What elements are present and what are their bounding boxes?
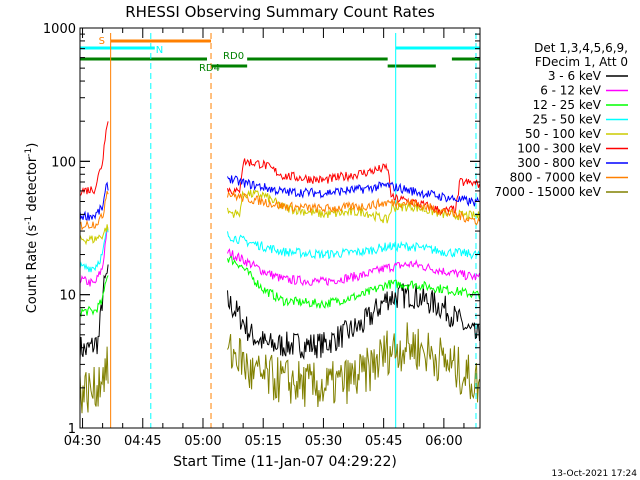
- x-axis: 04:30 04:45 05:00 05:15 05:30 05:45 06:00: [64, 28, 465, 449]
- legend-label-6-12-kev: 6 - 12 keV: [540, 84, 602, 98]
- x-tick-label: 05:00: [184, 434, 221, 449]
- legend-label-25-50-kev: 25 - 50 keV: [533, 113, 602, 127]
- state-label-s: S: [99, 36, 105, 47]
- series-line-300-800-kev: [79, 175, 480, 222]
- series-line-7000-15000-kev: [79, 322, 480, 414]
- y-tick-label: 1000: [43, 22, 76, 37]
- y-axis: 1 10 100 1000: [43, 22, 480, 437]
- footer-date: 13-Oct-2021 17:24: [552, 469, 638, 479]
- legend-label-300-800-kev: 300 - 800 keV: [517, 156, 601, 170]
- x-tick-label: 05:45: [365, 434, 402, 449]
- y-axis-label-sup1: -1: [24, 216, 34, 225]
- plot-frame: [79, 27, 481, 429]
- legend-label-50-100-kev: 50 - 100 keV: [525, 127, 602, 141]
- state-label-n: N: [156, 45, 163, 56]
- legend-label-3-6-kev: 3 - 6 keV: [548, 69, 602, 83]
- y-axis-label-sup2: -1: [24, 148, 34, 157]
- series-line-12-25-kev: [79, 256, 480, 318]
- y-axis-label-end: ): [25, 143, 40, 148]
- legend: Det 1,3,4,5,6,9, FDecim 1, Att 0 3 - 6 k…: [494, 41, 628, 199]
- legend-label-800-7000-kev: 800 - 7000 keV: [510, 171, 602, 185]
- x-tick-label: 04:45: [124, 434, 161, 449]
- series-group: [79, 121, 480, 414]
- series-line-25-50-kev: [79, 227, 480, 273]
- y-axis-label-mid: detector: [25, 156, 40, 216]
- legend-header-2: FDecim 1, Att 0: [535, 55, 628, 69]
- y-axis-label-base: Count Rate (s: [25, 225, 40, 314]
- legend-label-100-300-kev: 100 - 300 keV: [517, 142, 601, 156]
- y-axis-label: Count Rate (s-1 detector-1): [24, 143, 40, 314]
- series-line-3-6-kev: [79, 264, 480, 362]
- y-tick-label: 1: [68, 422, 76, 437]
- series-line-800-7000-kev: [79, 190, 480, 231]
- x-tick-label: 06:00: [425, 434, 462, 449]
- x-axis-label: Start Time (11-Jan-07 04:29:22): [173, 454, 397, 470]
- y-tick-label: 100: [51, 155, 76, 170]
- state-label-rd4: RD4: [199, 63, 220, 74]
- chart-title: RHESSI Observing Summary Count Rates: [125, 3, 435, 21]
- x-tick-label: 05:15: [244, 434, 281, 449]
- legend-label-7000-15000-kev: 7000 - 15000 keV: [494, 185, 601, 199]
- legend-header-1: Det 1,3,4,5,6,9,: [534, 41, 628, 55]
- x-tick-label: 05:30: [305, 434, 342, 449]
- legend-label-12-25-kev: 12 - 25 keV: [533, 98, 602, 112]
- series-line-100-300-kev: [79, 121, 480, 216]
- state-label-rd0: RD0: [223, 51, 244, 62]
- y-tick-label: 10: [59, 289, 76, 304]
- x-tick-label: 04:30: [64, 434, 101, 449]
- series-line-6-12-kev: [79, 226, 480, 287]
